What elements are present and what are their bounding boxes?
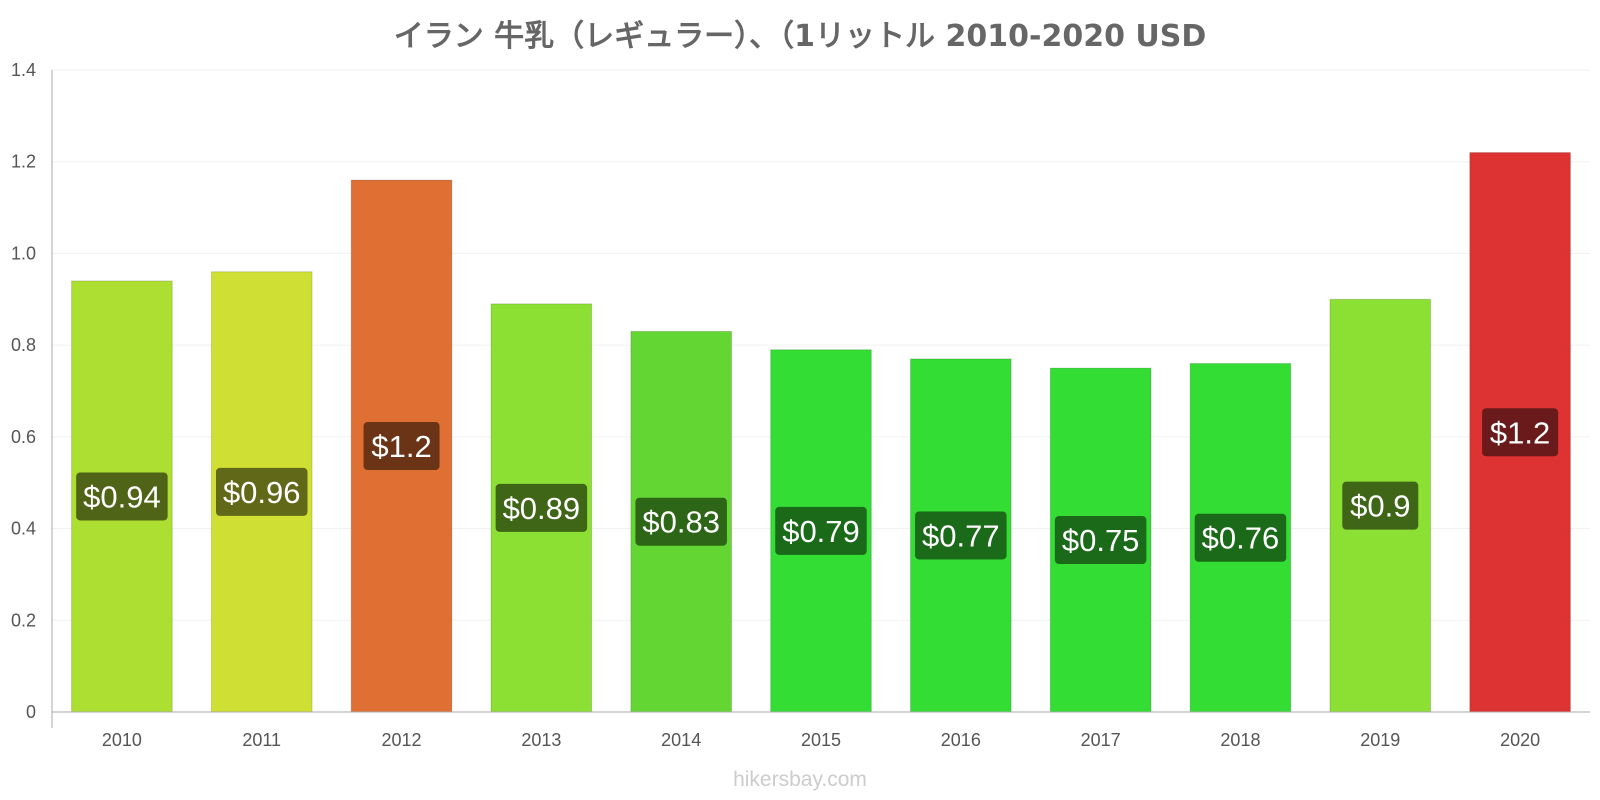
data-label: $0.83 <box>642 505 720 540</box>
x-tick-label: 2018 <box>1220 730 1260 750</box>
data-label: $0.94 <box>83 479 161 514</box>
y-tick-label: 0 <box>26 702 36 722</box>
y-tick-label: 1.4 <box>11 60 36 80</box>
data-label-box <box>495 483 588 532</box>
data-label: $0.9 <box>1350 489 1410 524</box>
x-tick-label: 2013 <box>521 730 561 750</box>
y-tick-label: 0.8 <box>11 335 36 355</box>
data-label-box <box>1342 481 1419 530</box>
data-label: $0.96 <box>223 475 301 510</box>
x-tick-label: 2010 <box>102 730 142 750</box>
data-label: $0.79 <box>782 514 860 549</box>
x-tick-label: 2016 <box>941 730 981 750</box>
data-label: $0.77 <box>922 518 1000 553</box>
data-label: $0.76 <box>1202 521 1280 556</box>
x-tick-label: 2019 <box>1360 730 1400 750</box>
data-label-box <box>1194 513 1287 562</box>
y-tick-label: 1.2 <box>11 152 36 172</box>
chart-title: イラン 牛乳（レギュラー）、（1リットル 2010-2020 USD <box>394 19 1207 54</box>
y-tick-label: 1.0 <box>11 243 36 263</box>
data-labels: $0.94 $0.96 $1.2 $0.89 $0.83 $0.79 $0.77 $0.75 $… <box>76 408 1559 565</box>
x-tick-label: 2011 <box>242 730 281 750</box>
x-tick-label: 2015 <box>801 730 841 750</box>
data-label-box <box>1054 516 1147 565</box>
data-label-box <box>915 511 1007 560</box>
data-label-box <box>635 497 727 546</box>
data-label-box <box>363 422 440 471</box>
data-label-box <box>215 467 308 516</box>
x-tick-label: 2020 <box>1500 730 1540 750</box>
data-label: $0.89 <box>503 491 581 526</box>
data-label-box <box>76 472 168 521</box>
data-label: $1.2 <box>1490 415 1550 450</box>
data-label-box <box>1482 408 1559 457</box>
data-label: $0.75 <box>1062 523 1140 558</box>
y-tick-label: 0.4 <box>11 519 36 539</box>
x-tick-label: 2014 <box>661 730 701 750</box>
data-label-box <box>775 506 867 555</box>
data-label: $1.2 <box>371 429 431 464</box>
axes: 0 0.2 0.4 0.6 0.8 1.0 1.2 1.4 2010 2011 2012 2013 20… <box>11 60 1590 750</box>
credit-text: hikersbay.com <box>733 768 867 791</box>
bars <box>71 152 1571 713</box>
x-tick-label: 2017 <box>1081 730 1121 750</box>
x-tick-label: 2012 <box>382 730 422 750</box>
y-tick-label: 0.6 <box>11 427 36 447</box>
y-tick-label: 0.2 <box>11 610 36 630</box>
